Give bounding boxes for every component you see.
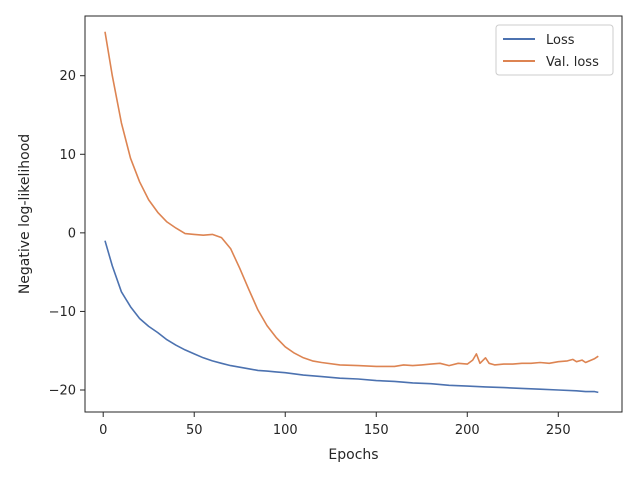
loss-line — [104, 240, 599, 394]
legend-box — [495, 24, 614, 76]
x-tick-label: 100 — [273, 423, 298, 438]
series-lines — [104, 31, 599, 394]
x-tick-label: 200 — [455, 423, 480, 438]
y-tick-label: 20 — [59, 69, 76, 84]
plot-area — [84, 15, 623, 413]
x-axis-label: Epochs — [328, 447, 378, 463]
x-tick-label: 0 — [99, 423, 107, 438]
val-loss-line — [104, 31, 599, 368]
x-tick-label: 150 — [364, 423, 389, 438]
y-axis-label: Negative log-likelihood — [17, 134, 33, 294]
legend-label-loss: Loss — [546, 33, 575, 48]
y-tick-label: −10 — [49, 305, 76, 320]
x-tick-label: 50 — [186, 423, 203, 438]
legend-label-val-loss: Val. loss — [546, 55, 599, 70]
y-axis: −20 −10 0 10 20 — [49, 69, 85, 399]
y-tick-label: 10 — [59, 148, 76, 163]
x-axis: 0 50 100 150 200 250 — [99, 412, 571, 438]
legend: Loss Val. loss — [495, 24, 614, 76]
x-tick-label: 250 — [546, 423, 571, 438]
y-tick-label: 0 — [68, 226, 76, 241]
y-tick-label: −20 — [49, 384, 76, 399]
